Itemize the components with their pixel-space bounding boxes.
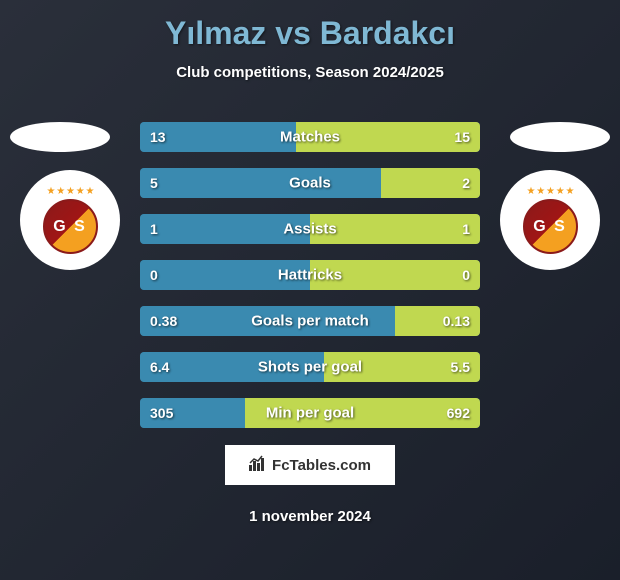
comparison-infographic: Yılmaz vs Bardakcı Club competitions, Se… [0,0,620,580]
subtitle: Club competitions, Season 2024/2025 [0,64,620,81]
stat-label: Goals per match [251,313,369,330]
stat-value-left: 6.4 [150,359,169,375]
date-label: 1 november 2024 [249,508,371,525]
club-logo-right [523,199,578,254]
stat-label: Hattricks [278,267,342,284]
club-badge-left: ★ ★ ★ ★ ★ [20,170,120,270]
club-badge-right: ★ ★ ★ ★ ★ [500,170,600,270]
stat-value-left: 5 [150,175,158,191]
stat-value-right: 15 [454,129,470,145]
stat-value-left: 305 [150,405,173,421]
stat-label: Shots per goal [258,359,362,376]
club-logo-left [43,199,98,254]
player-avatar-left [10,122,110,152]
stat-value-left: 13 [150,129,166,145]
stat-row: 1 1 Assists [140,214,480,244]
stat-label: Assists [283,221,336,238]
stat-row: 13 15 Matches [140,122,480,152]
stat-value-left: 1 [150,221,158,237]
footer-brand-text: FcTables.com [272,457,371,474]
page-title: Yılmaz vs Bardakcı [0,15,620,52]
player-avatar-right [510,122,610,152]
footer-brand: FcTables.com [225,445,395,485]
stat-value-right: 5.5 [451,359,470,375]
stat-value-left: 0.38 [150,313,177,329]
stat-value-right: 692 [447,405,470,421]
stars-icon: ★ ★ ★ ★ ★ [527,186,574,197]
stat-value-left: 0 [150,267,158,283]
stat-value-right: 1 [462,221,470,237]
stars-icon: ★ ★ ★ ★ ★ [47,186,94,197]
stat-label: Min per goal [266,405,354,422]
stat-value-right: 0.13 [443,313,470,329]
stats-container: 13 15 Matches 5 2 Goals 1 1 Assists 0 0 Hattricks 0.… [140,122,480,444]
stat-row: 305 692 Min per goal [140,398,480,428]
stat-bar-left [140,168,381,198]
stat-row: 6.4 5.5 Shots per goal [140,352,480,382]
stat-row: 0 0 Hattricks [140,260,480,290]
chart-icon [249,455,267,476]
stat-row: 5 2 Goals [140,168,480,198]
stat-label: Goals [289,175,331,192]
stat-label: Matches [280,129,340,146]
stat-value-right: 2 [462,175,470,191]
stat-value-right: 0 [462,267,470,283]
stat-row: 0.38 0.13 Goals per match [140,306,480,336]
